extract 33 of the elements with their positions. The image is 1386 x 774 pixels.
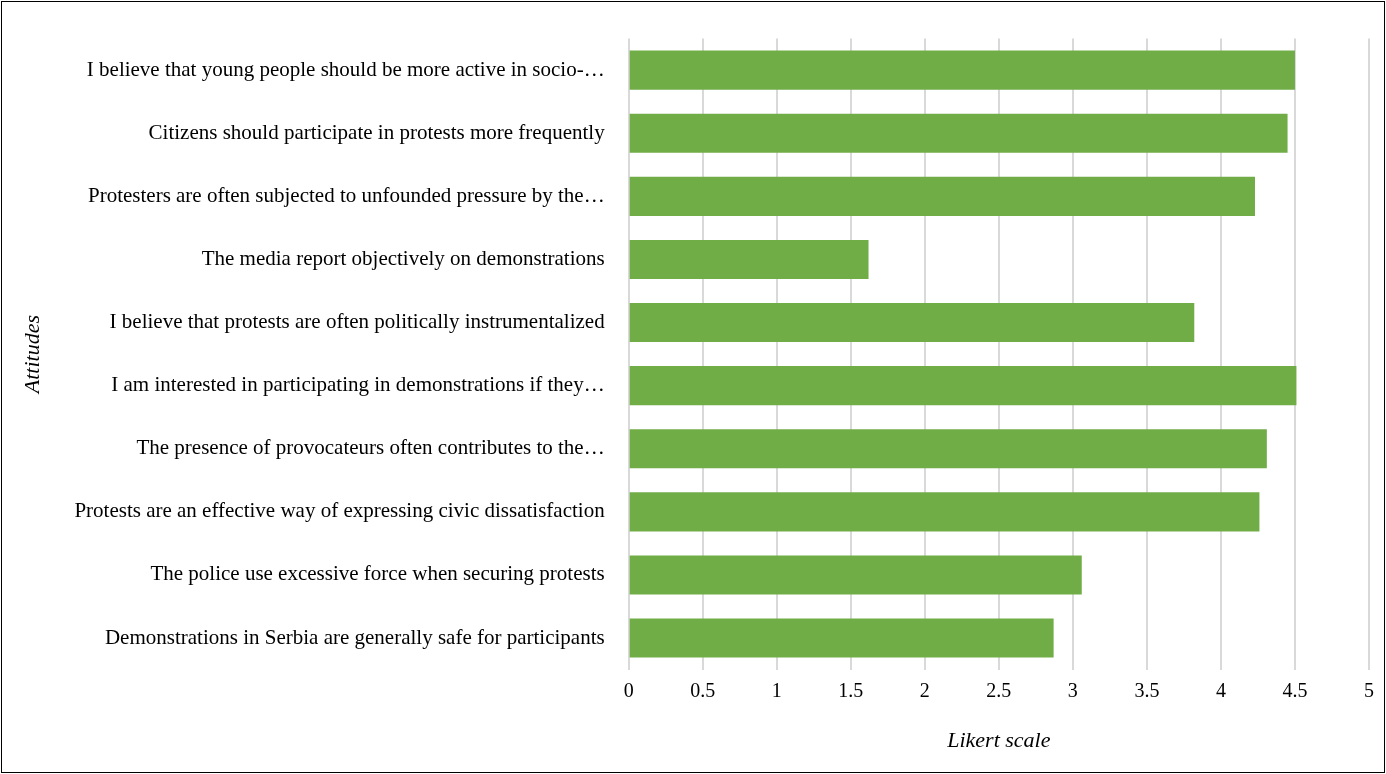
bar [629,618,1054,658]
y-tick-label: The presence of provocateurs often contributes to the… [136,435,605,460]
bar [629,302,1195,343]
x-tick-label: 4 [1215,678,1226,701]
y-tick-label: The media report objectively on demonstrations [201,245,605,270]
bar [629,113,1288,153]
x-tick-label: 3.5 [1134,678,1160,701]
x-tick-label: 0.5 [690,678,716,701]
y-tick-label: I believe that young people should be more active in socio-… [86,56,605,81]
bar [629,50,1295,90]
y-tick-label: I am interested in participating in demonstrations if they… [111,372,605,397]
y-tick-label: Protests are an effective way of expressing civic dissatisfaction [74,498,606,523]
y-tick-label: Protesters are often subjected to unfounded pressure by the… [87,182,605,207]
y-axis-title: Attitudes [18,314,44,396]
x-tick-label: 1 [771,678,782,701]
x-tick-label: 3 [1067,678,1078,701]
x-tick-label: 1.5 [838,678,864,701]
y-tick-label: I believe that protests are often politically instrumentalized [109,309,606,334]
bar [629,366,1297,406]
y-tick-label: The police use excessive force when securing protests [150,561,605,586]
y-tick-label: Citizens should participate in protests more frequently [148,119,606,144]
y-tick-label: Demonstrations in Serbia are generally safe for participants [104,624,605,649]
bar [629,429,1267,469]
x-axis-title: Likert scale [946,726,1051,752]
x-tick-label: 2 [919,678,930,701]
bar [629,176,1255,216]
x-tick-label: 0 [623,678,634,701]
x-tick-label: 2.5 [986,678,1012,701]
bar [629,555,1082,595]
x-tick-label: 4.5 [1282,678,1308,701]
bar [629,492,1260,532]
x-tick-label: 5 [1364,678,1374,701]
bar [629,239,869,280]
